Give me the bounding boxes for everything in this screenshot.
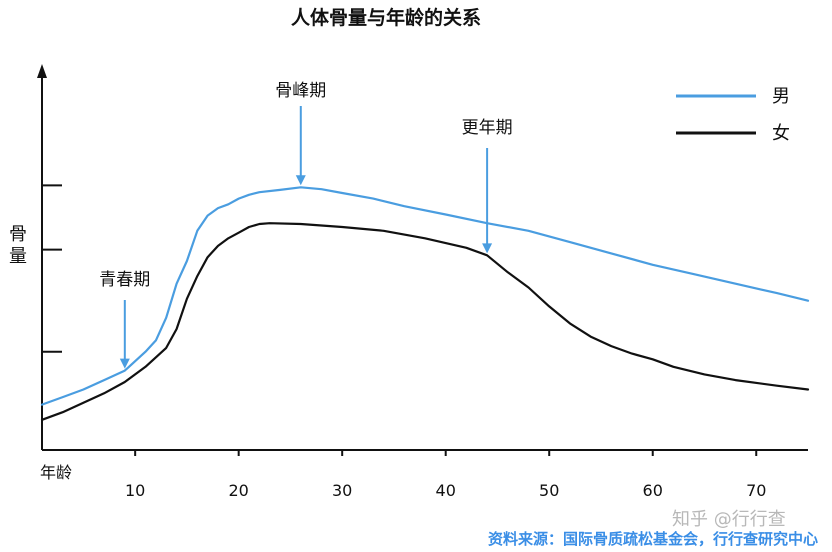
legend-label-female: 女	[772, 123, 790, 144]
legend: 男 女	[676, 86, 790, 144]
x-tick-label-40: 40	[436, 481, 456, 500]
annotation-label-0: 青春期	[99, 270, 150, 290]
x-tick-label-60: 60	[643, 481, 663, 500]
annotation-label-1: 骨峰期	[275, 81, 326, 101]
annotation-arrow-head-0	[119, 358, 130, 369]
y-ticks	[42, 184, 62, 353]
annotation-arrow-head-1	[295, 175, 306, 186]
x-tick-label-70: 70	[746, 481, 766, 500]
series-layer	[40, 186, 810, 421]
source-note: 资料来源：国际骨质疏松基金会，行行查研究中心	[488, 530, 818, 548]
series-line-female	[40, 222, 810, 421]
y-axis-arrow	[37, 64, 47, 78]
annotation-label-2: 更年期	[462, 118, 513, 138]
annotation-arrow-head-2	[482, 243, 493, 254]
x-axis-label: 年龄	[40, 463, 72, 482]
x-tick-label-10: 10	[125, 481, 145, 500]
chart-title: 人体骨量与年龄的关系	[291, 6, 481, 29]
y-axis-label-char-1: 骨	[9, 224, 27, 245]
x-tick-label-20: 20	[228, 481, 248, 500]
watermark: 知乎 @行行查	[672, 509, 786, 530]
series-line-male	[40, 186, 810, 406]
x-tick-label-30: 30	[332, 481, 352, 500]
x-ticks: 10 20 30 40 50 60 70	[125, 450, 766, 500]
y-axis-label-char-2: 量	[9, 246, 27, 267]
x-tick-label-50: 50	[539, 481, 559, 500]
legend-label-male: 男	[772, 86, 790, 107]
